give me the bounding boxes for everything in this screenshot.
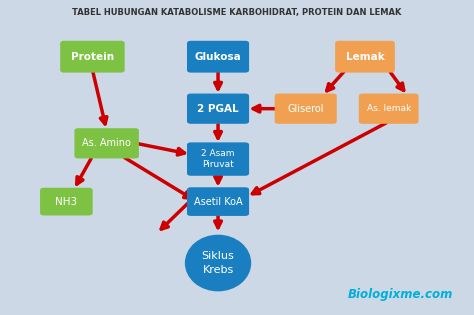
Text: As. lemak: As. lemak [366,104,411,113]
FancyBboxPatch shape [74,128,139,158]
Text: 2 Asam
Piruvat: 2 Asam Piruvat [201,149,235,169]
Text: As. Amino: As. Amino [82,138,131,148]
Text: TABEL HUBUNGAN KATABOLISME KARBOHIDRAT, PROTEIN DAN LEMAK: TABEL HUBUNGAN KATABOLISME KARBOHIDRAT, … [73,8,401,17]
Text: 2 PGAL: 2 PGAL [197,104,239,114]
Text: Asetil KoA: Asetil KoA [194,197,242,207]
Text: Biologixme.com: Biologixme.com [347,288,453,301]
FancyBboxPatch shape [187,41,249,73]
FancyBboxPatch shape [274,94,337,124]
Ellipse shape [185,235,251,291]
Text: Glukosa: Glukosa [195,52,241,62]
FancyBboxPatch shape [60,41,125,73]
Text: Gliserol: Gliserol [287,104,324,114]
Text: Siklus
Krebs: Siklus Krebs [201,251,235,275]
Text: NH3: NH3 [55,197,77,207]
FancyBboxPatch shape [359,94,419,124]
Text: Lemak: Lemak [346,52,384,62]
FancyBboxPatch shape [187,187,249,216]
Text: Protein: Protein [71,52,114,62]
FancyBboxPatch shape [335,41,395,73]
FancyBboxPatch shape [187,142,249,176]
FancyBboxPatch shape [40,188,92,215]
FancyBboxPatch shape [187,94,249,124]
